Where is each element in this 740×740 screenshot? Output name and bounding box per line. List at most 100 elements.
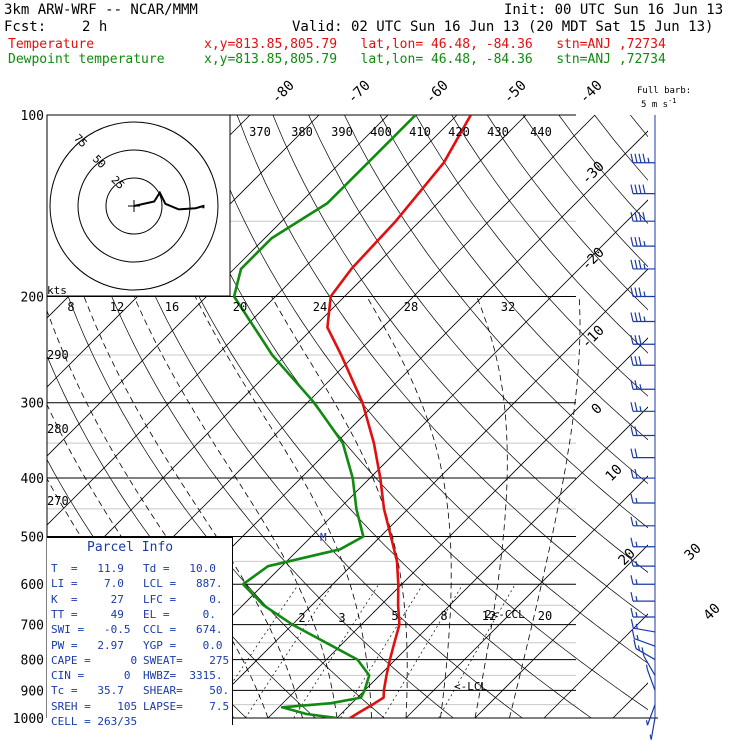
barb-half [649, 734, 652, 740]
barb-half [643, 316, 646, 322]
temperature-legend: Temperature [8, 37, 95, 52]
dry-adiabat [201, 115, 648, 664]
pressure-tick-label: 700 [21, 619, 44, 634]
barb-full [634, 335, 638, 345]
barb-full [633, 639, 637, 649]
dewpoint-legend: Dewpoint temperature [8, 52, 165, 67]
mixing-ratio-label: 12 [482, 609, 496, 623]
moist-adiabat [83, 296, 303, 718]
wind-barbs [630, 115, 656, 740]
parcel-right-row: SHEAR= 50. [143, 684, 230, 698]
barb-full [630, 619, 634, 629]
mixing-ratio-label-upper: 16 [165, 300, 179, 314]
barb-full [634, 426, 638, 436]
wind-barb [630, 287, 655, 298]
wind-barb [630, 212, 655, 222]
theta-e-label: 410 [409, 125, 431, 139]
wind-barb [641, 647, 656, 676]
dry-adiabat [702, 115, 740, 718]
barb-half [635, 541, 638, 547]
parcel-left-row: SREH = 105 [51, 699, 138, 713]
wind-barb [633, 639, 656, 661]
barb-full [634, 153, 638, 163]
wind-legend-line1: Full barb: [637, 86, 692, 96]
dry-adiabat [308, 115, 648, 529]
parcel-left-row: LI = 7.0 [51, 577, 124, 591]
mixing-ratio-label-upper: 28 [404, 300, 418, 314]
pressure-tick-label: 900 [21, 684, 44, 699]
theta-label: 290 [47, 348, 69, 362]
parcel-right-row: Td = 10.0 [143, 562, 216, 575]
sounding-curves [232, 115, 472, 718]
theta-e-label: 400 [370, 125, 392, 139]
theta-e-label: 380 [291, 125, 313, 139]
isotherm-label: -10 [579, 323, 608, 352]
barb-full [638, 335, 642, 345]
barb-full [634, 184, 638, 194]
theta-e-label: 430 [487, 125, 509, 139]
hodograph-ring [105, 177, 163, 235]
theta-e-label: 390 [331, 125, 353, 139]
dry-adiabat [594, 115, 648, 181]
pressure-tick-label: 100 [21, 109, 44, 124]
barb-full [642, 153, 646, 163]
barb-half [645, 720, 649, 726]
dry-adiabat [630, 115, 648, 138]
mixing-ratio-label: 20 [538, 609, 552, 623]
barb-full [630, 468, 634, 479]
parcel-left-row: TT = 49 [51, 607, 124, 621]
parcel-left-row: CIN = 0 [51, 669, 131, 683]
pressure-tick-label: 800 [21, 654, 44, 669]
dry-adiabat [236, 115, 648, 618]
barb-full [630, 591, 634, 602]
barb-half [635, 497, 638, 504]
dry-adiabat [487, 115, 648, 311]
dry-adiabat [344, 115, 648, 485]
pressure-tick-label: 1000 [13, 712, 44, 727]
barb-full [634, 212, 638, 222]
barb-half [635, 520, 638, 526]
barb-full [638, 287, 642, 297]
wind-barb [630, 591, 655, 602]
moist-adiabat [366, 296, 452, 718]
parcel-left-row: Tc = 35.7 [51, 684, 124, 698]
isotherm [47, 115, 389, 457]
parcel-left-row: PW = 2.97 [51, 638, 124, 652]
parcel-info-panel: Parcel Info T = 11.9 LI = 7.0 K = 27 TT = 4… [47, 537, 233, 728]
barb-full [630, 184, 634, 194]
parcel-left-row: CAPE = 0 [51, 653, 138, 667]
mixing-ratio-label-upper: 12 [110, 300, 124, 314]
dewpoint-curve [232, 115, 417, 718]
pressure-tick-label: 300 [21, 397, 44, 412]
init-time: Init: 00 UTC Sun 16 Jun 13 [504, 2, 724, 18]
isotherm-label: 0 [589, 401, 606, 418]
mixing-ratio-label: 3 [338, 611, 345, 625]
isotherm-label: 30 [682, 541, 705, 564]
location-info-red: x,y=813.85,805.79 lat,lon= 46.48, -84.36… [204, 37, 666, 52]
barb-half [635, 579, 638, 585]
mixing-ratio-line [438, 584, 516, 718]
isotherm [198, 268, 648, 718]
isotherm [474, 544, 648, 718]
theta-e-label: 370 [249, 125, 271, 139]
dry-adiabat [129, 115, 592, 718]
barb-full [630, 402, 634, 412]
theta-e-label: 440 [530, 125, 552, 139]
parcel-right-row: LCL = 887. [143, 577, 223, 591]
theta-label: 280 [47, 422, 69, 436]
wind-barb [630, 312, 655, 323]
wind-barb [630, 537, 655, 548]
barb-full [630, 380, 634, 390]
wind-barb [630, 448, 655, 459]
mixing-ratio-label-upper: 8 [67, 300, 74, 314]
isotherm [267, 337, 648, 718]
barb-half [639, 406, 642, 412]
dry-adiabat [165, 115, 648, 711]
wind-barb [630, 402, 655, 412]
barb-full [630, 312, 634, 322]
theta-label: 270 [47, 494, 69, 508]
barb-full [638, 184, 642, 194]
barb-full [630, 537, 634, 547]
